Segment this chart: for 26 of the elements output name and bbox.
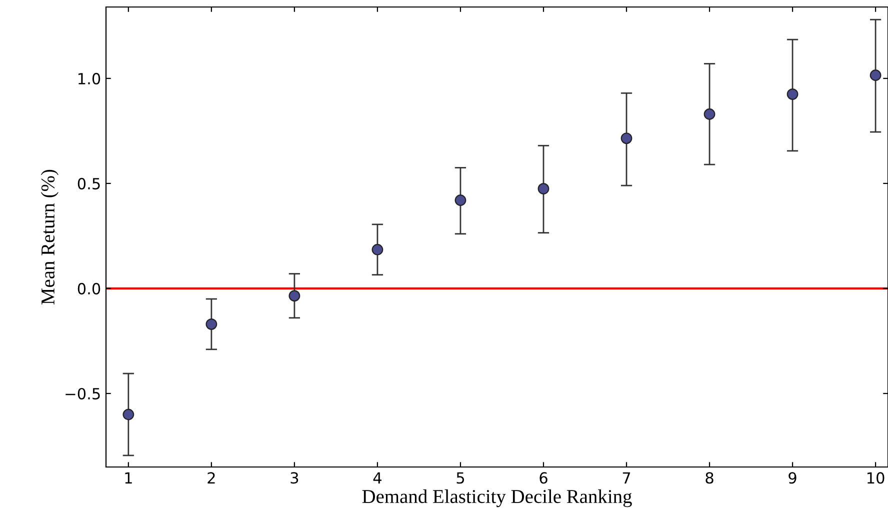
y-tick-label: 0.0 [78, 282, 100, 294]
y-tick-label: −0.5 [66, 388, 100, 400]
x-tick-label: 1 [125, 472, 132, 484]
point [538, 182, 550, 194]
x-tick-label: 3 [290, 472, 298, 484]
point [372, 244, 384, 256]
y-axis-title: Mean Return (%) [40, 170, 58, 304]
x-tick-label: 4 [373, 472, 382, 484]
point [620, 132, 632, 144]
x-tick-label: 9 [788, 472, 796, 484]
y-tick-label: 0.5 [78, 178, 100, 190]
y-tick-label: 1.0 [78, 72, 100, 84]
x-axis-title: Demand Elasticity Decile Ranking [362, 489, 632, 508]
x-tick-label: 7 [622, 472, 630, 484]
point [122, 408, 134, 420]
x-tick-label: 6 [540, 472, 548, 484]
point [870, 70, 882, 81]
point [206, 318, 218, 330]
point [786, 88, 798, 100]
point [704, 108, 716, 120]
point [288, 290, 300, 302]
x-tick-label: 10 [868, 472, 884, 484]
x-tick-label: 5 [456, 472, 464, 484]
x-tick-label: 8 [706, 472, 714, 484]
x-tick-label: 2 [208, 472, 215, 484]
point [454, 194, 466, 206]
